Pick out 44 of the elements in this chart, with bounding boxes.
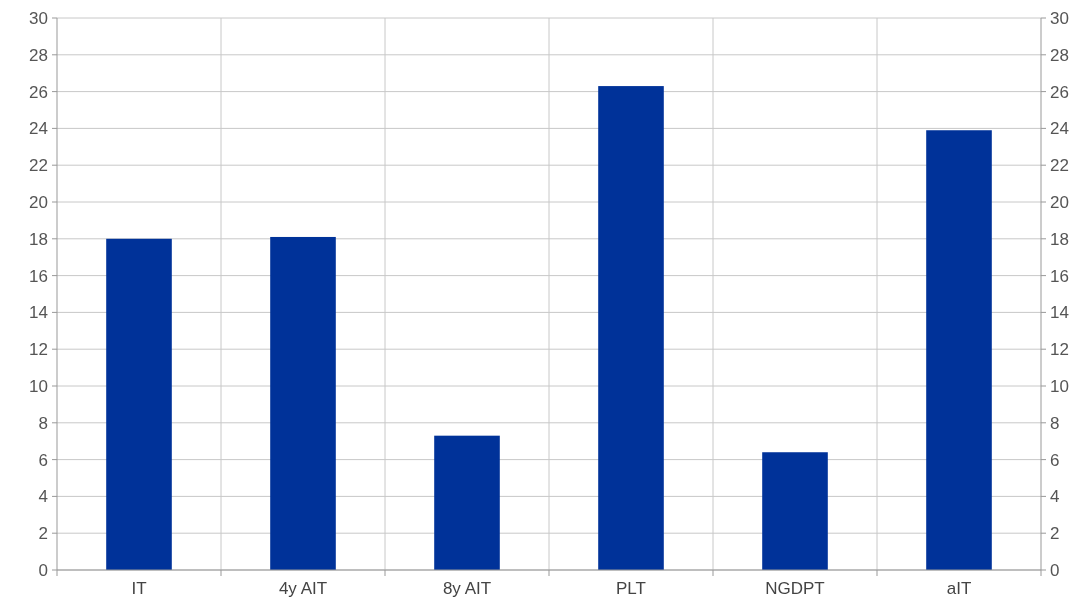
x-tick-label: 8y AIT: [442, 579, 492, 598]
y2-tick-label: 26: [1050, 82, 1069, 102]
y-tick-label: 24: [29, 119, 48, 139]
y2-tick-label: 0: [1050, 560, 1060, 580]
y-tick-label: 20: [29, 192, 48, 212]
y-tick-label: 6: [38, 450, 48, 470]
y2-tick-label: 12: [1050, 340, 1069, 360]
y2-tick-label: 30: [1050, 8, 1069, 28]
bar: [598, 86, 664, 570]
y2-tick-label: 22: [1050, 156, 1069, 176]
y2-tick-label: 4: [1050, 487, 1060, 507]
x-tick-label: PLT: [616, 579, 646, 598]
y2-tick-label: 18: [1050, 229, 1069, 249]
x-tick-label: aIT: [946, 579, 972, 598]
y-tick-label: 10: [29, 376, 48, 396]
y2-tick-label: 20: [1050, 192, 1069, 212]
bar: [106, 238, 172, 570]
bar: [926, 130, 992, 570]
y-tick-label: 22: [29, 156, 48, 176]
y2-tick-label: 24: [1050, 119, 1069, 139]
bar: [270, 236, 336, 570]
y-tick-label: 8: [38, 413, 48, 433]
y-tick-label: 14: [29, 303, 48, 323]
y2-tick-label: 2: [1050, 524, 1060, 544]
y-tick-label: 26: [29, 82, 48, 102]
x-tick-label: 4y AIT: [278, 579, 328, 598]
x-tick-label: NGDPT: [765, 579, 825, 598]
y2-tick-label: 28: [1050, 45, 1069, 65]
y-tick-label: 12: [29, 340, 48, 360]
y-tick-label: 0: [38, 560, 48, 580]
y-tick-label: 18: [29, 229, 48, 249]
y2-tick-label: 10: [1050, 376, 1069, 396]
y-tick-label: 16: [29, 266, 48, 286]
y-tick-label: 30: [29, 8, 48, 28]
y2-tick-label: 14: [1050, 303, 1069, 323]
bar: [434, 435, 500, 570]
y-tick-label: 4: [38, 487, 48, 507]
y-tick-label: 2: [38, 524, 48, 544]
y2-tick-label: 16: [1050, 266, 1069, 286]
y2-tick-label: 6: [1050, 450, 1060, 470]
y2-tick-label: 8: [1050, 413, 1060, 433]
y-tick-label: 28: [29, 45, 48, 65]
bar: [762, 452, 828, 570]
x-tick-label: IT: [131, 579, 147, 598]
